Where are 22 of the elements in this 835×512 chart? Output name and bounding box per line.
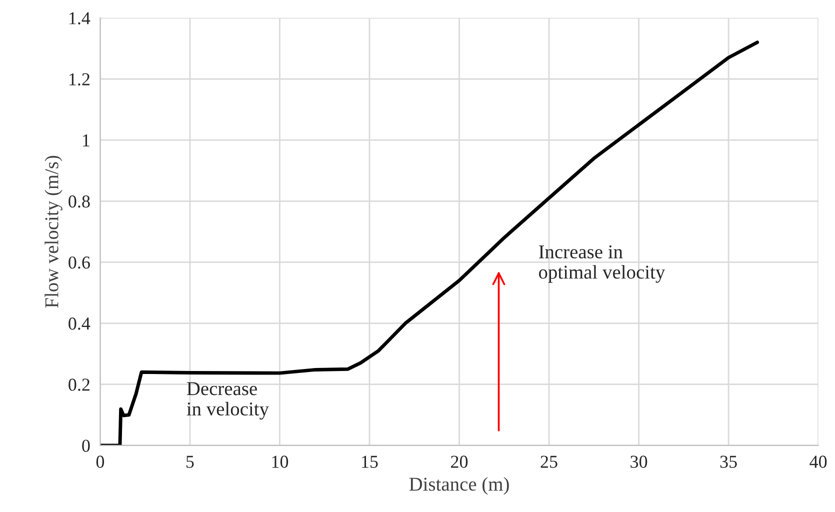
annotation: Decrease in velocity <box>186 382 269 420</box>
x-tick-label: 20 <box>451 456 468 468</box>
x-axis-title: Distance (m) <box>409 477 509 495</box>
y-tick-label: 1.4 <box>69 12 90 24</box>
x-tick-label: 25 <box>540 456 558 468</box>
y-tick-label: 0.6 <box>68 256 90 269</box>
y-tick-label: 0.8 <box>68 195 90 208</box>
y-tick-label: 0 <box>82 440 90 452</box>
x-tick-label: 10 <box>272 456 288 468</box>
line-series <box>100 40 759 446</box>
x-tick-label: 5 <box>186 456 194 468</box>
x-tick-label: 15 <box>362 456 378 468</box>
x-tick-label: 40 <box>810 456 827 468</box>
annotation: Increase in optimal velocity <box>538 245 666 283</box>
y-tick-label: 0.4 <box>68 318 90 330</box>
y-axis-title: Flow velocity (m/s) <box>44 156 62 308</box>
y-tick-label: 1.2 <box>69 73 90 86</box>
x-tick-label: 30 <box>630 456 648 468</box>
y-tick-label: 1 <box>83 134 90 146</box>
x-tick-label: 0 <box>96 456 104 468</box>
x-tick-label: 35 <box>720 456 737 468</box>
y-tick-label: 0.2 <box>68 378 90 391</box>
